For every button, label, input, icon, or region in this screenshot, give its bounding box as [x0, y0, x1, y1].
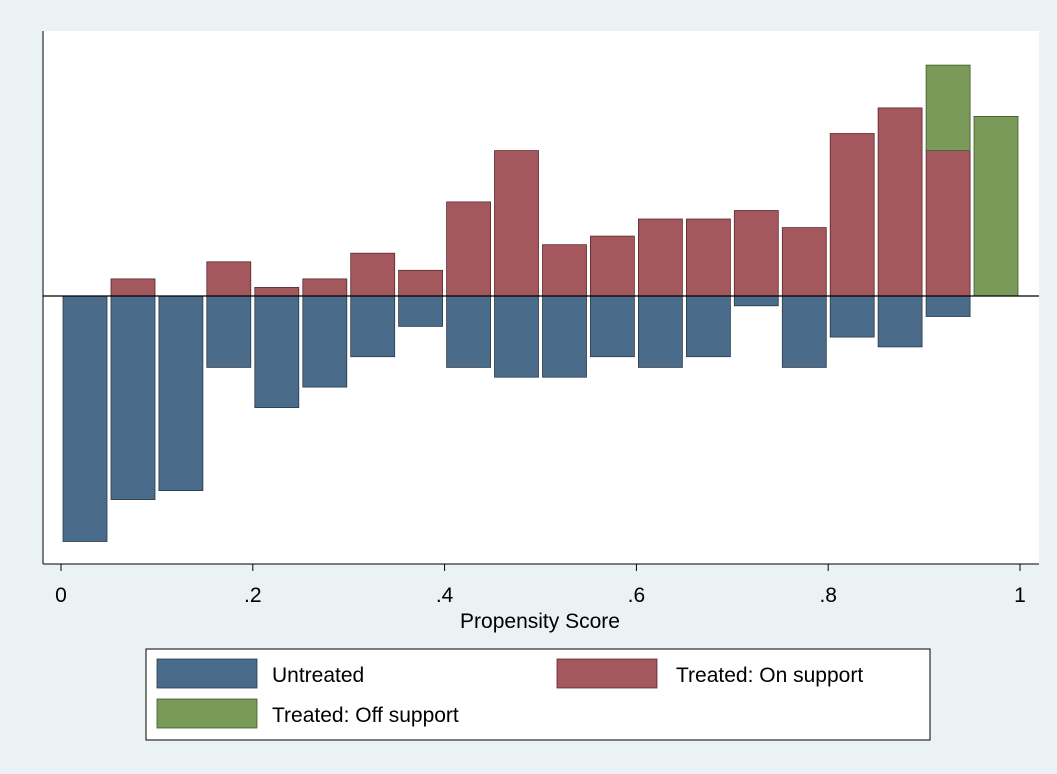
bar-treated-on-support-13 [686, 218, 731, 297]
bar-treated-on-support-14 [733, 210, 779, 297]
bar-untreated-12 [638, 295, 683, 368]
x-tick-label-2: .4 [436, 584, 454, 607]
legend-label-treated-off-support: Treated: Off support [272, 704, 459, 727]
x-axis-label: Propensity Score [460, 610, 620, 633]
x-tick-label-1: .2 [244, 584, 262, 607]
bar-treated-on-support-15 [781, 227, 827, 297]
x-tick-label-0: 0 [55, 584, 67, 607]
legend-swatch-treated-off-support [156, 698, 258, 729]
legend-item-treated-on-support: Treated: On support [556, 658, 863, 689]
bar-untreated-8 [446, 295, 492, 368]
bar-treated-on-support-5 [302, 278, 348, 297]
bar-treated-on-support-16 [829, 133, 875, 297]
bar-treated-on-support-8 [446, 201, 492, 297]
bar-treated-on-support-3 [206, 261, 252, 297]
x-tick-label-3: .6 [628, 584, 646, 607]
legend-item-untreated: Untreated [156, 658, 364, 689]
bar-treated-on-support-12 [638, 218, 683, 297]
bar-untreated-7 [398, 295, 444, 327]
bar-untreated-9 [494, 295, 539, 378]
legend-item-treated-off-support: Treated: Off support [156, 698, 459, 729]
bar-treated-on-support-17 [877, 107, 923, 297]
bar-untreated-5 [302, 295, 348, 388]
x-ticks: 0 .2 .4 .6 .8 1 [55, 564, 1026, 607]
bar-untreated-13 [686, 295, 731, 358]
legend-label-treated-on-support: Treated: On support [676, 664, 863, 687]
bar-untreated-1 [110, 295, 156, 501]
legend-box [145, 648, 931, 741]
bar-untreated-3 [206, 295, 252, 368]
x-tick-label-5: 1 [1014, 584, 1026, 607]
bar-treated-on-support-7 [398, 269, 444, 297]
bar-untreated-11 [590, 295, 635, 358]
bar-untreated-14 [733, 295, 779, 307]
legend-swatch-treated-on-support [556, 658, 658, 689]
bar-untreated-18 [925, 295, 971, 317]
legend-label-untreated: Untreated [272, 664, 364, 687]
bar-untreated-10 [542, 295, 587, 378]
x-tick-label-4: .8 [819, 584, 837, 607]
bar-untreated-6 [350, 295, 396, 358]
bar-treated-on-support-4 [254, 286, 300, 297]
bar-untreated-4 [254, 295, 300, 408]
legend: Untreated Treated: On support Treated: O… [145, 648, 931, 741]
bar-treated-on-support-1 [110, 278, 156, 297]
bar-untreated-17 [877, 295, 923, 348]
bar-treated-off-support-19 [973, 116, 1019, 297]
bar-treated-on-support-9 [494, 150, 539, 297]
bar-treated-on-support-11 [590, 235, 635, 297]
bar-treated-off-support-18 [925, 64, 971, 151]
bars-layer [62, 64, 1019, 542]
bar-treated-on-support-10 [542, 244, 587, 297]
bar-treated-on-support-18 [925, 150, 971, 297]
bar-untreated-16 [829, 295, 875, 338]
bar-untreated-0 [62, 295, 108, 542]
bar-treated-on-support-6 [350, 252, 396, 297]
legend-swatch-untreated [156, 658, 258, 689]
bar-untreated-2 [158, 295, 204, 492]
bar-untreated-15 [781, 295, 827, 368]
